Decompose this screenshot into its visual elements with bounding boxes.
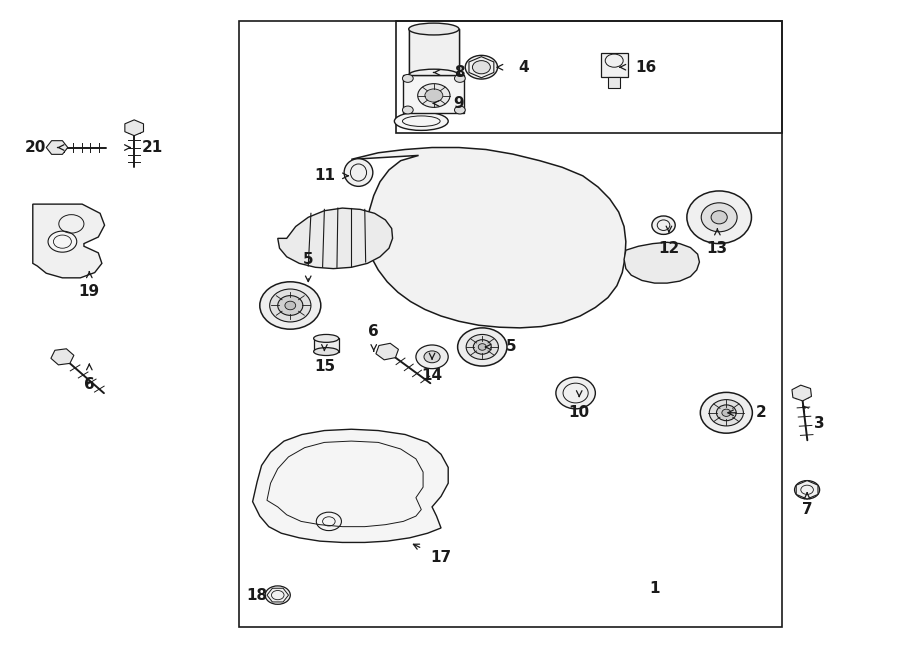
Circle shape [402, 75, 413, 83]
Polygon shape [600, 53, 627, 77]
Circle shape [416, 345, 448, 369]
Polygon shape [32, 204, 104, 278]
Text: 18: 18 [247, 588, 267, 603]
Polygon shape [792, 385, 812, 401]
Text: 7: 7 [802, 502, 813, 517]
Text: 1: 1 [649, 581, 660, 596]
Circle shape [454, 75, 465, 83]
Text: 6: 6 [84, 377, 94, 392]
Ellipse shape [687, 191, 752, 244]
Text: 14: 14 [421, 368, 443, 383]
Ellipse shape [313, 334, 338, 342]
Ellipse shape [701, 203, 737, 232]
Text: 2: 2 [756, 405, 767, 420]
Text: 16: 16 [635, 59, 656, 75]
Ellipse shape [709, 400, 743, 426]
Text: 5: 5 [506, 340, 517, 354]
Ellipse shape [313, 348, 338, 356]
Ellipse shape [409, 23, 459, 35]
Ellipse shape [457, 328, 507, 366]
Ellipse shape [711, 211, 727, 224]
Ellipse shape [478, 344, 486, 350]
Ellipse shape [285, 301, 296, 310]
Circle shape [48, 231, 76, 253]
Text: 3: 3 [814, 416, 825, 432]
Ellipse shape [556, 377, 596, 408]
Ellipse shape [394, 112, 448, 130]
Polygon shape [278, 208, 392, 268]
Circle shape [425, 89, 443, 102]
Ellipse shape [473, 340, 491, 354]
Text: 13: 13 [706, 241, 728, 256]
Ellipse shape [278, 295, 303, 315]
Ellipse shape [722, 409, 731, 416]
Circle shape [402, 106, 413, 114]
Text: 6: 6 [368, 325, 379, 339]
Polygon shape [403, 75, 464, 113]
Polygon shape [125, 120, 143, 136]
Polygon shape [796, 481, 818, 499]
Polygon shape [51, 349, 74, 365]
Ellipse shape [716, 405, 736, 420]
Circle shape [418, 84, 450, 107]
Ellipse shape [344, 159, 373, 186]
Polygon shape [624, 243, 699, 283]
Text: 15: 15 [314, 359, 335, 374]
Text: 12: 12 [658, 241, 680, 256]
Polygon shape [376, 343, 399, 360]
Ellipse shape [270, 289, 310, 322]
Circle shape [424, 351, 440, 363]
Text: 17: 17 [430, 550, 452, 565]
Polygon shape [608, 77, 620, 89]
Circle shape [465, 56, 498, 79]
Polygon shape [351, 147, 626, 328]
Ellipse shape [466, 334, 499, 360]
Circle shape [454, 106, 465, 114]
Polygon shape [253, 429, 448, 543]
Text: 19: 19 [79, 284, 100, 299]
Polygon shape [313, 338, 338, 352]
Ellipse shape [260, 282, 320, 329]
Circle shape [795, 481, 820, 499]
Circle shape [472, 61, 490, 74]
Text: 9: 9 [454, 96, 464, 111]
Text: 20: 20 [25, 140, 46, 155]
Ellipse shape [700, 393, 752, 433]
Text: 4: 4 [518, 59, 529, 75]
Circle shape [266, 586, 291, 604]
Text: 8: 8 [454, 65, 464, 80]
Text: 11: 11 [314, 169, 335, 183]
Text: 5: 5 [303, 252, 313, 267]
Polygon shape [46, 141, 68, 155]
Text: 21: 21 [141, 140, 163, 155]
Ellipse shape [652, 216, 675, 235]
Text: 10: 10 [569, 405, 590, 420]
Polygon shape [409, 29, 459, 75]
